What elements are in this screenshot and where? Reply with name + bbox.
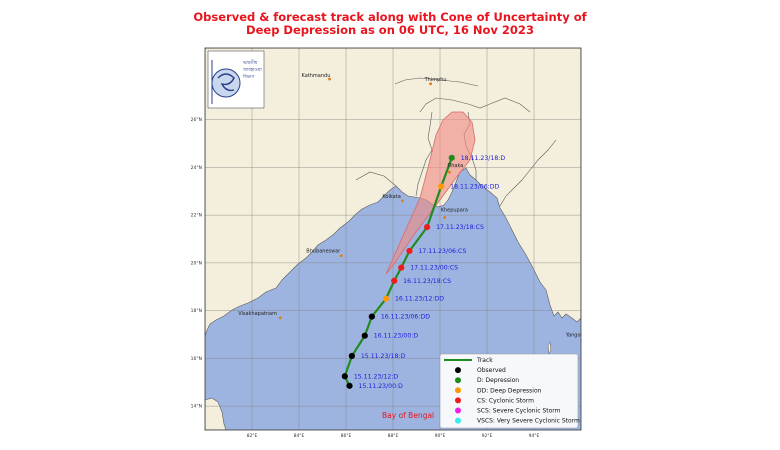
track-point	[391, 277, 398, 284]
track-point	[448, 154, 455, 161]
legend-dot-swatch	[455, 407, 461, 414]
track-point	[423, 223, 431, 231]
lon-tick-label: 94°E	[529, 433, 540, 439]
logo-emblem	[211, 68, 241, 98]
lat-tick-label: 14°N	[191, 404, 202, 410]
track-time-label: 18.11.23/06:DD	[450, 183, 499, 190]
track-time-label: 16.11.23/12:DD	[395, 296, 444, 303]
track-time-label: 16.11.23/06:DD	[381, 314, 430, 321]
track-point	[382, 295, 390, 302]
legend-label: D: Depression	[477, 377, 519, 384]
track-time-label: 16.11.23/18:CS	[403, 278, 451, 285]
city-marker	[443, 216, 447, 219]
legend-dot-swatch	[455, 417, 461, 424]
track-time-label: 15.11.23/18:D	[361, 353, 406, 360]
track-point	[348, 352, 355, 360]
logo-text-3: বিভাগ	[242, 74, 255, 80]
legend-label: SCS: Severe Cyclonic Storm	[477, 408, 561, 415]
track-point	[406, 247, 413, 255]
lat-tick-label: 16°N	[191, 356, 202, 362]
legend-label: Observed	[477, 367, 506, 374]
city-label: Bhubaneswar	[306, 249, 341, 255]
track-point	[438, 183, 445, 190]
map-frame	[204, 47, 582, 431]
legend-box	[439, 353, 579, 429]
logo-swirl	[217, 73, 235, 92]
city-marker	[328, 77, 331, 81]
legend-label: CS: Cyclonic Storm	[477, 397, 534, 404]
track-line	[343, 157, 453, 387]
city-label: Kolkata	[382, 194, 400, 200]
legend-label: VSCS: Very Severe Cyclonic Storm	[477, 418, 580, 425]
imd-logo: ভারতীয় আবহাওয়া বিভাগ	[207, 50, 265, 109]
lon-tick-label: 90°E	[435, 433, 446, 439]
lon-tick-label: 84°E	[294, 433, 305, 439]
track-time-label: 16.11.23/00:D	[374, 333, 419, 340]
city-label: Kathmandu	[302, 73, 331, 79]
city-marker	[584, 338, 587, 341]
lat-tick-label: 26°N	[191, 117, 202, 123]
city-label: Khepupara	[441, 208, 468, 214]
legend: Track Observed D: Depression DD: Deep Depre…	[439, 353, 580, 429]
legend-label: DD: Deep Depression	[477, 387, 542, 394]
city-label: Thimphu	[424, 77, 447, 83]
city-marker	[339, 254, 343, 258]
city-label: Visakhapatnam	[238, 311, 277, 317]
lon-tick-label: 92°E	[482, 433, 493, 439]
cone-of-uncertainty	[385, 111, 476, 275]
legend-dot-swatch	[455, 387, 461, 394]
lat-tick-label: 22°N	[191, 213, 202, 219]
legend-label: Track	[476, 357, 493, 364]
track-time-label: 17.11.23/18:CS	[436, 224, 484, 231]
logo-text-1: ভারতীয়	[242, 59, 259, 66]
logo-text-2: আবহাওয়া	[242, 67, 262, 73]
lon-tick-label: 88°E	[388, 433, 399, 439]
legend-dot-swatch	[455, 397, 461, 404]
city-marker	[429, 82, 432, 86]
city-marker	[401, 199, 404, 203]
track-time-label: 17.11.23/06:CS	[418, 248, 466, 255]
city-marker	[278, 316, 282, 320]
city-marker	[448, 170, 451, 174]
lat-tick-label: 20°N	[191, 260, 202, 266]
track-point	[398, 264, 405, 271]
legend-dot-swatch	[455, 377, 461, 384]
track-point	[361, 332, 368, 339]
map-title-line-2: Deep Depression as on 06 UTC, 16 Nov 202…	[246, 23, 534, 37]
track-time-label: 18.11.23/18:D	[461, 155, 506, 162]
map-title-line-1: Observed & forecast track along with Con…	[193, 10, 587, 24]
lat-tick-label: 24°N	[191, 165, 202, 171]
sea-label: Bay of Bengal	[382, 411, 434, 420]
track-point	[368, 313, 375, 320]
city-label: Dhaka	[447, 163, 463, 169]
lon-tick-label: 86°E	[341, 433, 352, 439]
city-label: Yangon	[565, 332, 584, 338]
track-point	[346, 382, 353, 389]
track-time-label: 17.11.23/00:CS	[410, 265, 458, 272]
track-time-label: 15.11.23/00:D	[359, 383, 404, 390]
track-time-label: 15.11.23/12:D	[354, 373, 399, 380]
track-point	[341, 373, 348, 380]
lon-tick-label: 82°E	[247, 433, 258, 439]
lat-tick-label: 18°N	[191, 308, 202, 314]
legend-dot-swatch	[455, 367, 461, 374]
